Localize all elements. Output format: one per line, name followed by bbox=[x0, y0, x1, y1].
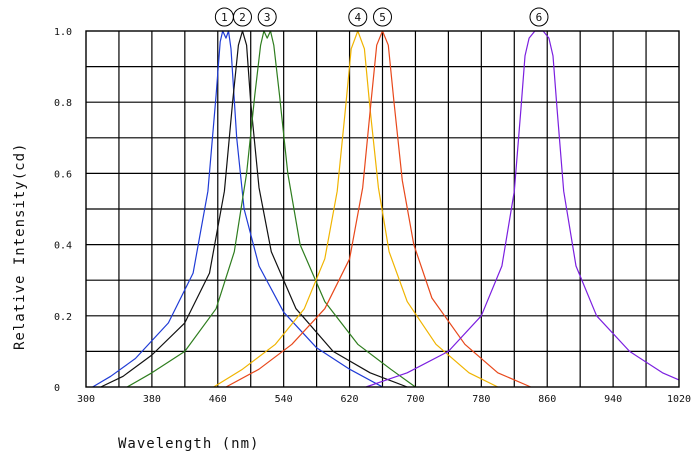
series-line-3 bbox=[126, 30, 416, 388]
x-tick-label: 380 bbox=[143, 394, 161, 405]
peak-marker-label: 1 bbox=[221, 11, 228, 24]
y-tick-label: 0.6 bbox=[54, 169, 72, 180]
plot-frame bbox=[85, 30, 680, 388]
x-tick-label: 700 bbox=[406, 394, 424, 405]
y-axis-ticks: 0 0.2 0.4 0.6 0.8 1.0 bbox=[54, 27, 72, 394]
peak-marker-circle bbox=[257, 7, 277, 27]
peak-marker-circle bbox=[232, 7, 252, 27]
plot-border bbox=[85, 30, 680, 388]
peak-marker-label: 6 bbox=[536, 11, 543, 24]
peak-marker-label: 4 bbox=[354, 11, 361, 24]
peak-marker-circle bbox=[348, 7, 368, 27]
y-axis-title: Relative Intensity(cd) bbox=[12, 143, 28, 350]
x-tick-label: 1020 bbox=[667, 394, 691, 405]
x-axis-title: Wavelength (nm) bbox=[118, 436, 259, 452]
peak-marker-4: 4 bbox=[348, 7, 368, 27]
y-tick-label: 0.4 bbox=[54, 241, 72, 252]
x-tick-label: 620 bbox=[341, 394, 359, 405]
x-tick-label: 940 bbox=[604, 394, 622, 405]
y-tick-label: 0.2 bbox=[54, 312, 72, 323]
peak-marker-label: 2 bbox=[239, 11, 246, 24]
x-tick-label: 540 bbox=[275, 394, 293, 405]
grid bbox=[86, 31, 679, 387]
peak-marker-2: 2 bbox=[232, 7, 252, 27]
y-tick-label: 0 bbox=[54, 383, 60, 394]
peak-marker-circle bbox=[529, 7, 549, 27]
peak-marker-label: 5 bbox=[379, 11, 386, 24]
peak-marker-label: 3 bbox=[264, 11, 271, 24]
series-line-1 bbox=[92, 30, 383, 388]
x-tick-label: 860 bbox=[538, 394, 556, 405]
x-tick-label: 780 bbox=[472, 394, 490, 405]
peak-marker-6: 6 bbox=[529, 7, 549, 27]
peak-marker-5: 5 bbox=[373, 7, 392, 27]
y-tick-label: 0.8 bbox=[54, 98, 72, 109]
y-tick-label: 1.0 bbox=[54, 27, 72, 38]
peak-marker-3: 3 bbox=[257, 7, 277, 27]
peak-marker-1: 1 bbox=[214, 7, 234, 27]
x-axis-ticks: 300 380 460 540 620 700 780 860 940 1020 bbox=[77, 394, 691, 405]
peak-marker-circle bbox=[373, 7, 392, 27]
x-tick-label: 460 bbox=[209, 394, 227, 405]
x-tick-label: 300 bbox=[77, 394, 95, 405]
